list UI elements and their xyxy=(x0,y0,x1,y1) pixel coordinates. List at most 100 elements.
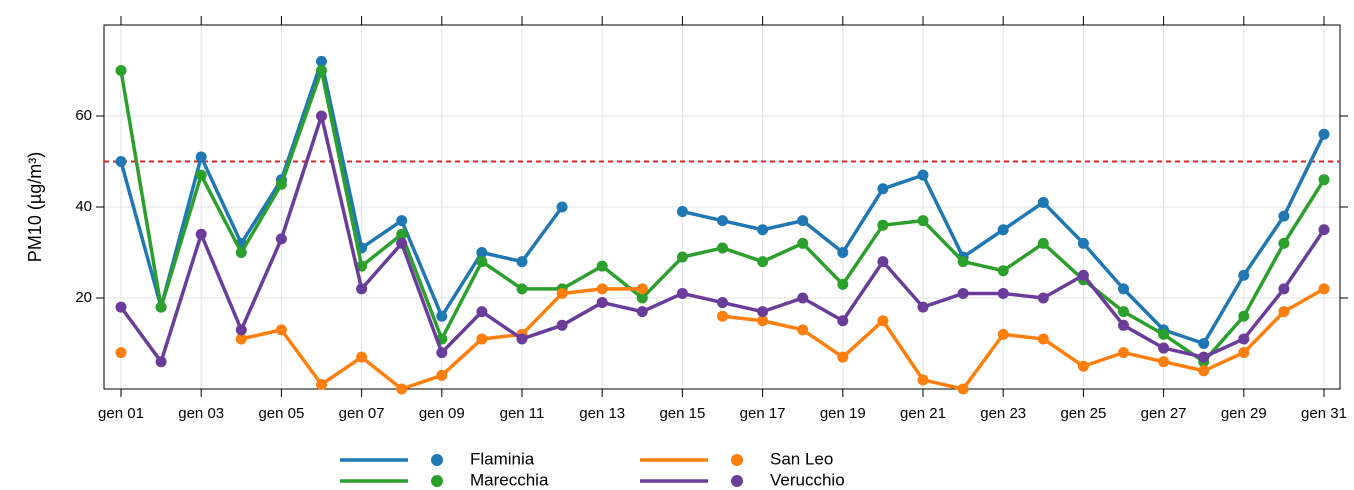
data-point xyxy=(476,256,488,268)
data-point xyxy=(516,256,528,268)
data-point xyxy=(596,297,608,309)
data-point xyxy=(797,324,809,336)
data-point xyxy=(997,328,1009,340)
data-point xyxy=(115,156,127,167)
data-point xyxy=(556,287,568,299)
data-point xyxy=(1158,342,1170,354)
data-point xyxy=(356,283,368,295)
data-point xyxy=(1318,283,1330,295)
x-tick-label: gen 23 xyxy=(980,405,1026,422)
x-tick-label: gen 15 xyxy=(659,405,705,422)
data-point xyxy=(1198,351,1210,363)
data-point xyxy=(1198,365,1210,377)
data-point xyxy=(1118,319,1129,331)
legend: Flaminia Marecchia San Leo Verucchio xyxy=(340,449,845,489)
data-point xyxy=(316,65,327,76)
data-point xyxy=(1037,333,1049,345)
x-tick-label: gen 19 xyxy=(820,405,866,422)
data-point xyxy=(1238,310,1250,322)
data-point xyxy=(1278,210,1290,222)
plot-frame xyxy=(103,24,1341,390)
data-point xyxy=(316,378,327,390)
x-tick-label: gen 13 xyxy=(579,405,625,422)
data-point xyxy=(997,224,1009,236)
data-point xyxy=(837,278,849,290)
data-point xyxy=(636,283,648,295)
data-point xyxy=(797,237,809,249)
data-point xyxy=(877,219,889,231)
data-point xyxy=(757,224,769,236)
data-point xyxy=(1318,174,1330,186)
data-point xyxy=(275,233,287,245)
data-point xyxy=(1238,347,1250,359)
data-point xyxy=(877,315,889,327)
x-tick-label: gen 29 xyxy=(1221,405,1267,422)
data-point xyxy=(1238,269,1250,281)
data-point xyxy=(596,283,608,295)
x-tick-label: gen 21 xyxy=(900,405,946,422)
data-point xyxy=(1158,328,1170,340)
data-point xyxy=(877,183,889,195)
data-point xyxy=(917,169,929,181)
data-point xyxy=(797,292,809,304)
data-point xyxy=(1278,283,1290,295)
data-point xyxy=(436,369,448,381)
data-point xyxy=(636,292,648,304)
y-tick-label: 20 xyxy=(75,289,92,306)
data-point xyxy=(676,206,688,218)
data-point xyxy=(1278,237,1290,249)
data-point xyxy=(1037,292,1049,304)
data-point xyxy=(837,315,849,327)
data-point xyxy=(1037,237,1049,249)
data-point xyxy=(917,374,929,386)
legend-label: Flaminia xyxy=(470,449,535,468)
data-point xyxy=(877,256,889,268)
data-point xyxy=(1318,224,1330,236)
data-point xyxy=(556,319,568,331)
y-tick-label: 40 xyxy=(75,198,92,215)
data-point xyxy=(115,65,127,76)
x-tick-label: gen 01 xyxy=(98,405,144,422)
data-point xyxy=(396,237,408,249)
legend-marker xyxy=(431,475,443,487)
data-point xyxy=(396,228,408,240)
data-point xyxy=(1118,347,1129,359)
data-point xyxy=(516,283,528,295)
data-point xyxy=(717,242,728,254)
data-point xyxy=(596,260,608,272)
legend-label: Verucchio xyxy=(770,470,845,489)
data-point xyxy=(676,251,688,263)
y-axis-label: PM10 (µg/m³) xyxy=(25,152,45,262)
data-point xyxy=(957,256,969,268)
data-point xyxy=(476,306,488,318)
x-tick-label: gen 17 xyxy=(740,405,786,422)
data-point xyxy=(195,151,207,163)
data-point xyxy=(195,169,207,181)
data-point xyxy=(115,301,127,313)
data-point xyxy=(676,287,688,299)
data-point xyxy=(997,265,1009,277)
data-point xyxy=(1077,237,1089,249)
data-point xyxy=(275,324,287,336)
legend-marker xyxy=(731,454,743,466)
data-point xyxy=(957,287,969,299)
legend-label: Marecchia xyxy=(470,470,549,489)
data-point xyxy=(636,306,648,318)
data-point xyxy=(1037,196,1049,208)
data-point xyxy=(757,315,769,327)
data-point xyxy=(837,351,849,363)
legend-marker xyxy=(431,454,443,466)
data-point xyxy=(1278,306,1290,318)
data-point xyxy=(275,178,287,190)
x-tick-label: gen 31 xyxy=(1301,405,1347,422)
data-point xyxy=(235,247,247,258)
data-point xyxy=(396,383,408,395)
data-point xyxy=(195,228,207,240)
data-point xyxy=(757,306,769,318)
data-point xyxy=(235,333,247,345)
data-point xyxy=(235,324,247,336)
data-point xyxy=(1198,338,1210,349)
y-tick-label: 60 xyxy=(75,107,92,124)
